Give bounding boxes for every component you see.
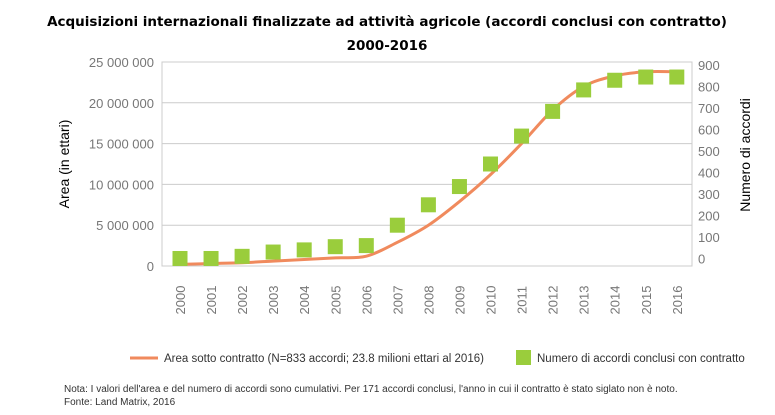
x-tick-label: 2000 (173, 286, 188, 315)
x-tick-label: 2001 (204, 286, 219, 315)
accordi-marker (172, 250, 188, 266)
accordi-marker (451, 179, 467, 195)
y-tick-label: 5 000 000 (96, 218, 154, 233)
y2-tick-label: 600 (698, 123, 720, 138)
accordi-marker (265, 244, 281, 260)
x-tick-label: 2006 (359, 286, 374, 315)
accordi-marker (669, 69, 685, 85)
accordi-marker (389, 217, 405, 233)
accordi-marker (203, 250, 219, 266)
x-tick-label: 2004 (297, 286, 312, 315)
y-tick-label: 10 000 000 (89, 177, 154, 192)
plot-area (161, 61, 693, 267)
y-axis-label: Area (in ettari) (56, 120, 72, 209)
y2-tick-label: 0 (698, 251, 705, 266)
x-tick-label: 2008 (421, 286, 436, 315)
y2-tick-label: 700 (698, 101, 720, 116)
x-tick-label: 2002 (235, 286, 250, 315)
y-tick-label: 0 (147, 259, 154, 274)
y2-tick-label: 400 (698, 166, 720, 181)
accordi-marker (545, 103, 561, 119)
y2-tick-label: 300 (698, 187, 720, 202)
x-tick-label: 2009 (452, 286, 467, 315)
note-text: Nota: I valori dell'area e del numero di… (64, 384, 678, 395)
source-text: Fonte: Land Matrix, 2016 (64, 397, 176, 408)
x-tick-label: 2016 (670, 286, 685, 315)
x-tick-label: 2012 (546, 286, 561, 315)
accordi-marker (607, 72, 623, 88)
x-tick-label: 2005 (328, 286, 343, 315)
x-tick-label: 2003 (266, 286, 281, 315)
accordi-marker (358, 238, 374, 254)
accordi-marker (576, 82, 592, 98)
accordi-marker (296, 242, 312, 258)
accordi-marker (483, 156, 498, 172)
x-tick-label: 2010 (484, 286, 499, 315)
chart-subtitle: 2000-2016 (347, 38, 428, 54)
x-tick-label: 2013 (577, 286, 592, 315)
chart-title: Acquisizioni internazionali finalizzate … (47, 14, 727, 30)
accordi-marker (420, 197, 436, 213)
accordi-marker (514, 128, 530, 144)
legend-label-area: Area sotto contratto (N=833 accordi; 23.… (164, 353, 484, 365)
x-tick-label: 2014 (608, 286, 623, 315)
area-series-line (179, 69, 677, 266)
y2-tick-label: 500 (698, 144, 720, 159)
y2-tick-label: 200 (698, 209, 720, 224)
legend-label-accordi: Numero di accordi conclusi con contratto (537, 353, 745, 365)
y2-tick-label: 900 (698, 58, 720, 73)
x-tick-label: 2007 (390, 286, 405, 315)
y2-tick-label: 800 (698, 80, 720, 95)
x-tick-label: 2015 (639, 286, 654, 315)
y-tick-label: 15 000 000 (89, 137, 154, 152)
y-tick-label: 20 000 000 (89, 96, 154, 111)
x-tick-label: 2011 (515, 286, 530, 314)
accordi-marker (638, 69, 654, 85)
accordi-marker (327, 239, 343, 255)
y2-tick-label: 100 (698, 230, 720, 245)
legend-square-swatch (516, 350, 531, 365)
y-tick-label: 25 000 000 (89, 55, 154, 70)
accordi-marker (234, 248, 250, 264)
y2-axis-label: Numero di accordi (737, 98, 753, 212)
